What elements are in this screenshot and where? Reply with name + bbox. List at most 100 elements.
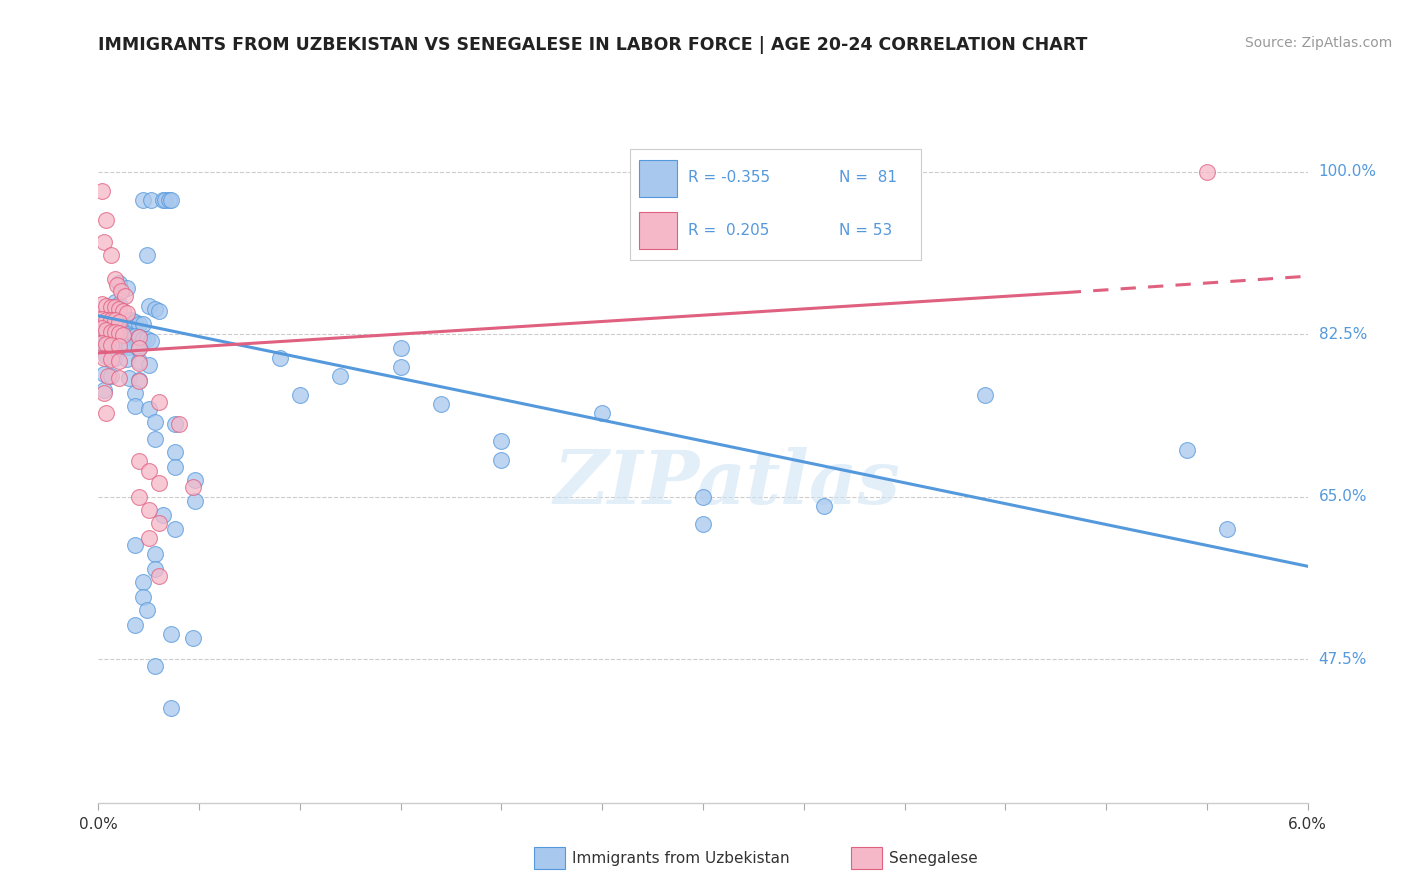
Point: [107, 302, 129, 317]
Point: [115, 352, 138, 367]
Point: [430, 397, 453, 411]
Point: [97, 369, 120, 384]
Point: [101, 313, 124, 327]
FancyBboxPatch shape: [640, 160, 676, 196]
Point: [115, 281, 138, 295]
Point: [132, 317, 155, 331]
Point: [128, 354, 150, 368]
Point: [167, 417, 190, 432]
Point: [148, 475, 170, 490]
Text: R = -0.355: R = -0.355: [689, 170, 770, 186]
Point: [138, 464, 160, 478]
Point: [107, 296, 129, 310]
Point: [128, 454, 150, 468]
Point: [91, 296, 114, 310]
Point: [152, 193, 174, 207]
Point: [93, 383, 115, 397]
Point: [103, 294, 125, 309]
Point: [93, 235, 115, 249]
Text: ZIPatlas: ZIPatlas: [554, 447, 901, 519]
Point: [148, 304, 170, 318]
Point: [93, 336, 115, 351]
Point: [91, 321, 114, 335]
Point: [96, 349, 118, 363]
Point: [100, 313, 122, 327]
Point: [115, 327, 138, 342]
Point: [105, 278, 128, 293]
Point: [143, 432, 166, 446]
Point: [153, 193, 176, 207]
Point: [103, 301, 125, 315]
Point: [152, 508, 174, 523]
Point: [103, 271, 125, 285]
Point: [111, 339, 134, 353]
Point: [389, 341, 412, 355]
Point: [143, 562, 166, 576]
Point: [124, 617, 146, 632]
Point: [118, 371, 141, 385]
Point: [100, 369, 122, 384]
Point: [97, 313, 120, 327]
Point: [96, 299, 118, 313]
Text: Immigrants from Uzbekistan: Immigrants from Uzbekistan: [572, 851, 790, 865]
Point: [128, 330, 150, 344]
Point: [120, 313, 142, 327]
Point: [100, 352, 122, 367]
Point: [692, 490, 714, 504]
Point: [96, 336, 118, 351]
Point: [93, 368, 115, 382]
Point: [138, 358, 160, 372]
Point: [110, 313, 132, 327]
Text: IMMIGRANTS FROM UZBEKISTAN VS SENEGALESE IN LABOR FORCE | AGE 20-24 CORRELATION : IMMIGRANTS FROM UZBEKISTAN VS SENEGALESE…: [98, 36, 1088, 54]
Point: [132, 590, 155, 604]
Point: [128, 374, 150, 388]
Point: [114, 313, 136, 327]
Point: [184, 494, 207, 508]
Point: [118, 340, 141, 354]
Point: [163, 522, 186, 536]
Point: [128, 373, 150, 387]
Point: [491, 452, 513, 467]
Point: [91, 184, 114, 198]
Point: [181, 631, 204, 645]
Point: [124, 385, 146, 400]
Point: [103, 351, 125, 365]
Text: N =  81: N = 81: [839, 170, 897, 186]
Point: [96, 313, 118, 327]
Point: [128, 356, 150, 370]
Point: [160, 193, 183, 207]
Text: R =  0.205: R = 0.205: [689, 222, 770, 237]
Point: [105, 313, 128, 327]
Point: [107, 371, 129, 385]
Point: [491, 434, 513, 448]
Point: [124, 329, 146, 343]
Point: [163, 460, 186, 475]
Point: [128, 330, 150, 344]
Point: [1175, 443, 1198, 458]
Point: [160, 627, 183, 641]
Point: [138, 300, 160, 314]
Point: [107, 326, 129, 341]
Point: [124, 315, 146, 329]
Point: [110, 284, 132, 298]
Point: [128, 341, 150, 355]
Point: [591, 406, 613, 420]
Point: [91, 311, 114, 326]
Point: [143, 547, 166, 561]
Point: [1216, 522, 1239, 536]
Point: [103, 313, 125, 327]
Point: [111, 304, 134, 318]
Text: 65.0%: 65.0%: [1319, 489, 1367, 504]
Point: [124, 399, 146, 413]
Point: [329, 369, 352, 384]
Point: [100, 337, 122, 351]
Point: [111, 327, 134, 342]
Point: [389, 359, 412, 374]
Point: [93, 385, 115, 400]
Point: [1195, 165, 1218, 179]
Point: [184, 473, 207, 487]
Point: [96, 325, 118, 339]
Point: [143, 658, 166, 673]
Point: [120, 329, 142, 343]
Point: [128, 490, 150, 504]
